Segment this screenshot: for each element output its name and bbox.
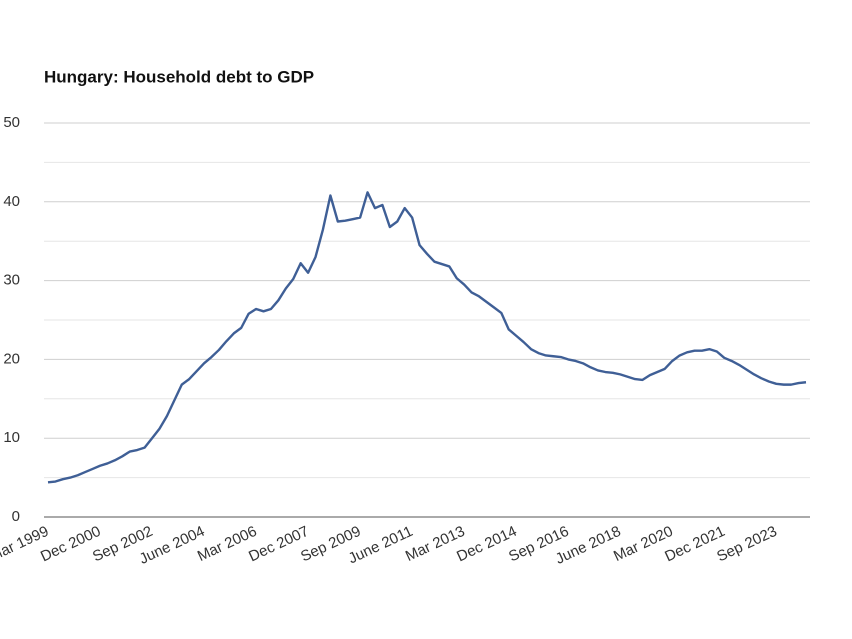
y-tick-label: 20: [3, 350, 20, 367]
data-line: [47, 191, 807, 484]
y-tick-label: 40: [3, 193, 20, 210]
x-tick-label: Sep 2023: [714, 523, 779, 566]
y-tick-label: 30: [3, 272, 20, 289]
y-tick-label: 10: [3, 429, 20, 446]
chart-title: Hungary: Household debt to GDP: [44, 67, 314, 86]
y-tick-label: 0: [12, 508, 20, 525]
y-tick-label: 50: [3, 114, 20, 131]
